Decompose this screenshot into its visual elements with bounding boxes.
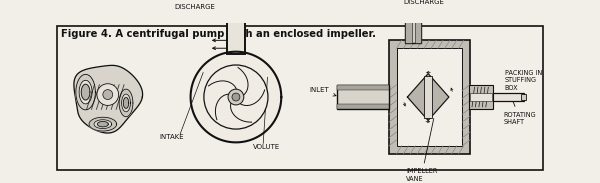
Text: VOLUTE: VOLUTE xyxy=(253,144,280,150)
Text: PACKING IN
STUFFING
BOX: PACKING IN STUFFING BOX xyxy=(494,70,542,98)
Text: INTAKE: INTAKE xyxy=(160,135,184,140)
Bar xyxy=(415,13,421,43)
Polygon shape xyxy=(76,74,95,110)
Bar xyxy=(217,14,254,22)
Text: Figure 4. A centrifugal pump with an enclosed impeller.: Figure 4. A centrifugal pump with an enc… xyxy=(61,29,376,39)
Bar xyxy=(469,85,493,109)
Bar xyxy=(337,85,389,109)
Polygon shape xyxy=(407,74,449,120)
Bar xyxy=(470,93,524,101)
Polygon shape xyxy=(81,84,90,100)
Text: DISCHARGE: DISCHARGE xyxy=(175,4,215,10)
Circle shape xyxy=(103,90,113,100)
Text: DISCHARGE: DISCHARGE xyxy=(404,0,445,5)
Bar xyxy=(470,93,492,101)
Polygon shape xyxy=(94,120,112,129)
Polygon shape xyxy=(119,89,133,117)
Polygon shape xyxy=(191,52,281,142)
Text: INLET: INLET xyxy=(310,87,336,96)
Text: IMPELLER
VANE: IMPELLER VANE xyxy=(406,118,437,182)
Bar xyxy=(397,48,462,146)
Polygon shape xyxy=(74,65,143,133)
Polygon shape xyxy=(97,122,108,127)
Bar xyxy=(406,13,412,43)
Bar xyxy=(406,13,421,43)
Bar xyxy=(337,104,389,109)
Bar xyxy=(229,14,244,22)
Bar xyxy=(389,40,470,154)
Text: ROTATING
SHAFT: ROTATING SHAFT xyxy=(503,95,536,125)
Bar xyxy=(424,76,432,118)
Bar xyxy=(337,85,389,90)
Circle shape xyxy=(97,84,119,105)
Polygon shape xyxy=(124,98,129,108)
Polygon shape xyxy=(89,117,116,131)
Polygon shape xyxy=(79,80,92,104)
Bar xyxy=(521,94,526,100)
Circle shape xyxy=(204,65,268,129)
Circle shape xyxy=(228,89,244,105)
Bar xyxy=(227,22,245,54)
Polygon shape xyxy=(122,94,130,112)
Circle shape xyxy=(232,93,240,101)
